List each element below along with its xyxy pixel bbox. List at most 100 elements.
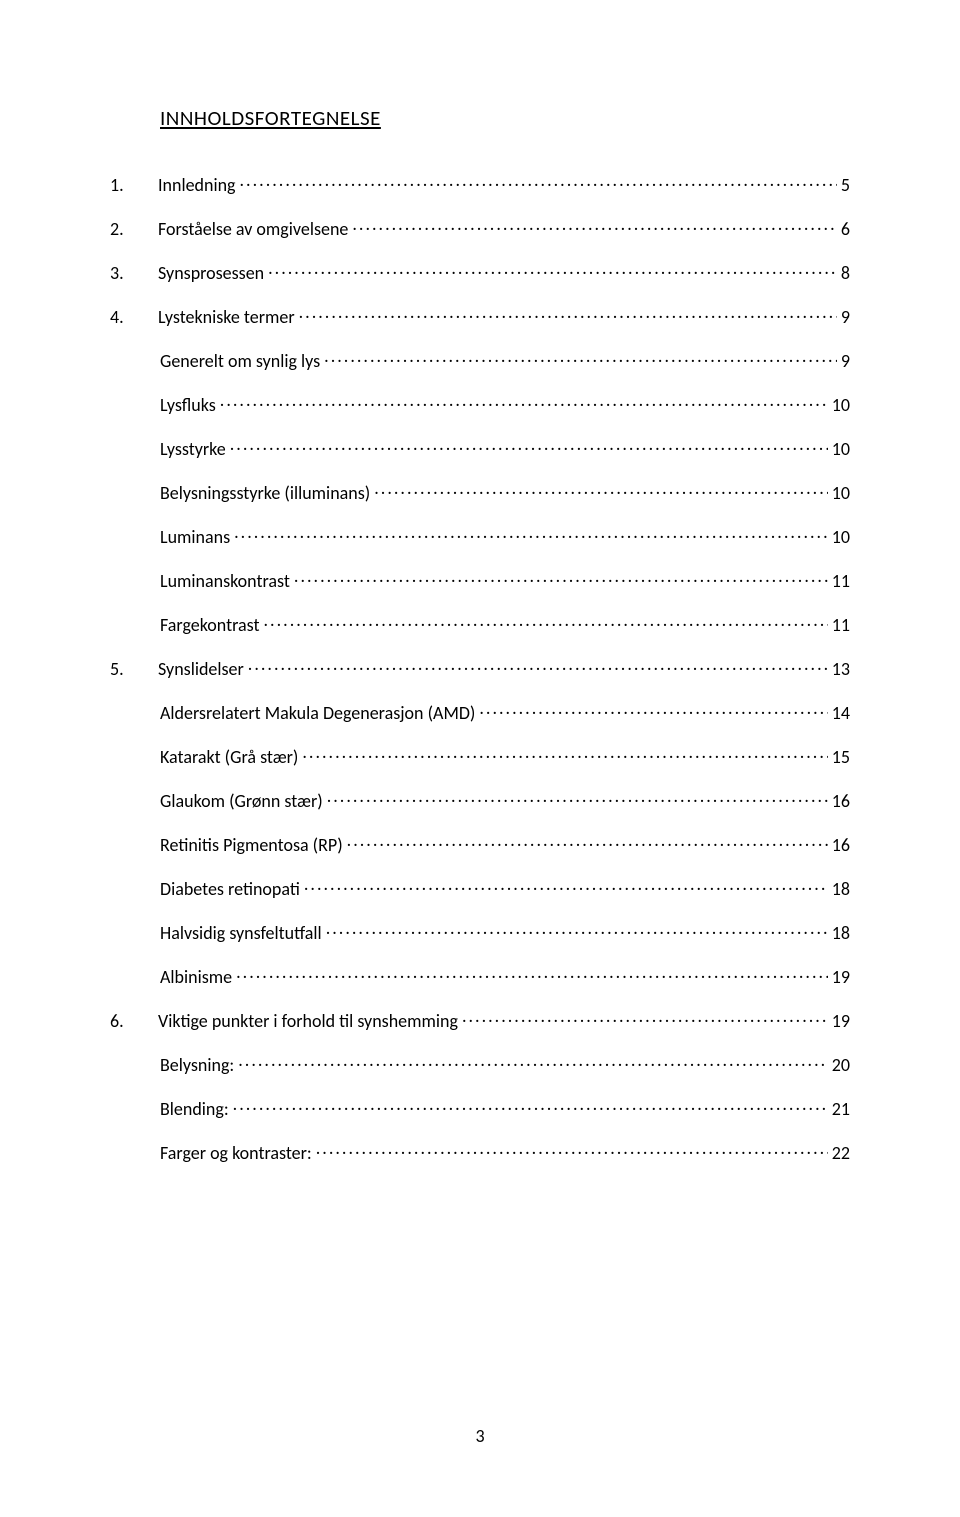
toc-dot-leader [316, 1141, 828, 1159]
toc-entry-label: Albinisme [160, 966, 232, 988]
toc-dot-leader [264, 613, 828, 631]
toc-entry-page: 13 [832, 658, 850, 680]
toc-dot-leader [327, 789, 828, 807]
toc-entry-number: 5. [110, 658, 158, 680]
toc-entry-label: Lysfluks [160, 394, 216, 416]
toc-entry-label: Blending: [160, 1098, 229, 1120]
toc-dot-leader [352, 217, 837, 235]
toc-entry-number: 6. [110, 1010, 158, 1032]
toc-dot-leader [299, 305, 837, 323]
toc-entry: Fargekontrast 11 [160, 613, 850, 636]
toc-entry-label: Fargekontrast [160, 614, 260, 636]
toc-entry: 4.Lystekniske termer 9 [110, 305, 850, 328]
toc-entry: Katarakt (Grå stær) 15 [160, 745, 850, 768]
toc-entry-page: 14 [832, 702, 850, 724]
toc-entry-label: Generelt om synlig lys [160, 350, 320, 372]
toc-entry-label: Diabetes retinopati [160, 878, 300, 900]
toc-entry-label: Luminanskontrast [160, 570, 290, 592]
toc-dot-leader [347, 833, 828, 851]
toc-dot-leader [462, 1009, 828, 1027]
toc-entry-page: 10 [832, 482, 850, 504]
toc-title: INNHOLDSFORTEGNELSE [160, 105, 850, 131]
toc-dot-leader [230, 437, 828, 455]
toc-entry-label: Halvsidig synsfeltutfall [160, 922, 322, 944]
toc-dot-leader [238, 1053, 828, 1071]
toc-entry-label: Glaukom (Grønn stær) [160, 790, 323, 812]
toc-dot-leader [302, 745, 827, 763]
toc-entry-page: 22 [832, 1142, 850, 1164]
toc-dot-leader [324, 349, 837, 367]
toc-entry-page: 18 [832, 878, 850, 900]
toc-entry-page: 8 [841, 262, 850, 284]
toc-entry-label: Farger og kontraster: [160, 1142, 312, 1164]
toc-entry-label: Lysstyrke [160, 438, 226, 460]
toc-entry: 2.Forståelse av omgivelsene 6 [110, 217, 850, 240]
toc-entry-page: 5 [841, 174, 850, 196]
toc-dot-leader [268, 261, 837, 279]
toc-entry: 6.Viktige punkter i forhold til synshemm… [110, 1009, 850, 1032]
toc-dot-leader [294, 569, 828, 587]
toc-entry-number: 4. [110, 306, 158, 328]
toc-entry-page: 19 [832, 1010, 850, 1032]
toc-entry-page: 19 [832, 966, 850, 988]
toc-dot-leader [233, 1097, 828, 1115]
toc-dot-leader [326, 921, 828, 939]
toc-entry: Lysfluks 10 [160, 393, 850, 416]
toc-entry-label: Innledning [158, 174, 236, 196]
toc-entry-label: Aldersrelatert Makula Degenerasjon (AMD) [160, 702, 475, 724]
toc-entry-label: Synsprosessen [158, 262, 264, 284]
toc-entry: Albinisme 19 [160, 965, 850, 988]
toc-entry-label: Forståelse av omgivelsene [158, 218, 348, 240]
toc-entry: Aldersrelatert Makula Degenerasjon (AMD)… [160, 701, 850, 724]
toc-entry-page: 16 [832, 790, 850, 812]
toc-entry: Belysningsstyrke (illuminans) 10 [160, 481, 850, 504]
toc-dot-leader [240, 173, 837, 191]
toc-entry-label: Synslidelser [158, 658, 244, 680]
toc-entry-number: 1. [110, 174, 158, 196]
toc-entry-page: 10 [832, 394, 850, 416]
toc-dot-leader [374, 481, 828, 499]
toc-entry-page: 9 [841, 306, 850, 328]
toc-entry: 5.Synslidelser 13 [110, 657, 850, 680]
toc-entry-page: 20 [832, 1054, 850, 1076]
toc-entry-number: 2. [110, 218, 158, 240]
toc-entry-page: 9 [841, 350, 850, 372]
toc-entry: 1.Innledning 5 [110, 173, 850, 196]
toc-entry-page: 18 [832, 922, 850, 944]
toc-list: 1.Innledning 5 2.Forståelse av omgivelsene… [110, 173, 850, 1164]
toc-entry-page: 10 [832, 438, 850, 460]
toc-entry: Lysstyrke 10 [160, 437, 850, 460]
toc-entry-label: Belysningsstyrke (illuminans) [160, 482, 370, 504]
toc-entry-page: 11 [832, 570, 850, 592]
toc-entry-label: Viktige punkter i forhold til synshemmin… [158, 1010, 458, 1032]
toc-entry: Generelt om synlig lys 9 [160, 349, 850, 372]
toc-entry: Diabetes retinopati 18 [160, 877, 850, 900]
page-number: 3 [0, 1425, 960, 1447]
toc-dot-leader [479, 701, 827, 719]
toc-entry-page: 15 [832, 746, 850, 768]
toc-entry: Glaukom (Grønn stær) 16 [160, 789, 850, 812]
toc-entry: Luminans 10 [160, 525, 850, 548]
toc-entry: 3.Synsprosessen 8 [110, 261, 850, 284]
toc-entry-label: Belysning: [160, 1054, 234, 1076]
toc-entry: Farger og kontraster: 22 [160, 1141, 850, 1164]
toc-dot-leader [234, 525, 828, 543]
toc-entry-page: 10 [832, 526, 850, 548]
toc-entry-page: 21 [832, 1098, 850, 1120]
toc-entry: Blending: 21 [160, 1097, 850, 1120]
toc-entry-label: Retinitis Pigmentosa (RP) [160, 834, 343, 856]
toc-dot-leader [304, 877, 828, 895]
toc-dot-leader [220, 393, 828, 411]
toc-dot-leader [236, 965, 828, 983]
toc-entry-label: Katarakt (Grå stær) [160, 746, 298, 768]
toc-entry: Belysning: 20 [160, 1053, 850, 1076]
toc-entry-page: 16 [832, 834, 850, 856]
toc-entry-label: Lystekniske termer [158, 306, 295, 328]
toc-entry: Retinitis Pigmentosa (RP) 16 [160, 833, 850, 856]
toc-entry-number: 3. [110, 262, 158, 284]
toc-entry: Luminanskontrast 11 [160, 569, 850, 592]
toc-entry-page: 6 [841, 218, 850, 240]
toc-entry-label: Luminans [160, 526, 230, 548]
toc-dot-leader [248, 657, 828, 675]
toc-entry-page: 11 [832, 614, 850, 636]
